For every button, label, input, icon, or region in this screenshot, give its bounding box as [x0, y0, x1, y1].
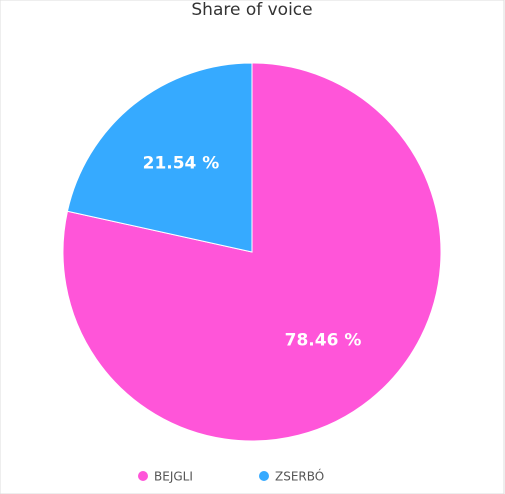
legend-marker[interactable] [138, 471, 148, 481]
legend-label[interactable]: ZSERBÓ [275, 469, 324, 484]
value-label: 21.54 % [143, 154, 220, 174]
legend-label[interactable]: BEJGLI [154, 470, 193, 484]
value-label: 78.46 % [285, 330, 362, 350]
legend-marker[interactable] [259, 471, 269, 481]
chart-title: Share of voice [191, 0, 312, 20]
pie-slice [66, 62, 253, 253]
